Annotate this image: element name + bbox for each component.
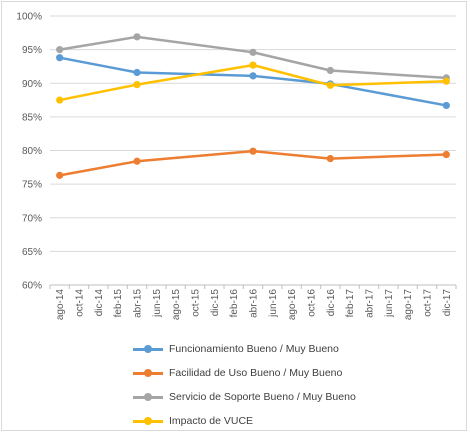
data-point <box>326 154 334 163</box>
legend-label: Facilidad de Uso Bueno / Muy Bueno <box>169 367 343 379</box>
x-tick-label: dic-16 <box>326 289 337 317</box>
legend-marker <box>133 368 163 378</box>
x-tick-label: abr-17 <box>365 289 376 318</box>
x-tick-label: feb-15 <box>113 289 124 318</box>
legend-marker <box>133 392 163 402</box>
x-tick-label: abr-15 <box>133 289 144 318</box>
data-point <box>56 171 64 179</box>
y-tick-label: 85% <box>22 112 42 123</box>
y-tick-label: 80% <box>22 146 42 157</box>
data-point <box>56 54 64 62</box>
x-tick-label: ago-16 <box>287 289 298 321</box>
x-tick-label: dic-15 <box>210 289 221 317</box>
y-tick-label: 65% <box>22 247 42 258</box>
data-point <box>56 96 64 104</box>
legend-item: Impacto de VUCE <box>133 409 356 433</box>
data-point <box>249 72 257 80</box>
x-tick-label: dic-17 <box>442 289 453 317</box>
x-tick-label: oct-15 <box>191 289 202 317</box>
x-tick-label: abr-16 <box>249 289 260 318</box>
x-tick-label: dic-14 <box>94 289 105 317</box>
line-chart: 60% 65% 70% 75% 80% 85% 90% 95% 100% ago-14 oct-14… <box>16 12 457 321</box>
legend-item: Facilidad de Uso Bueno / Muy Bueno <box>133 361 356 385</box>
data-point <box>442 77 450 85</box>
legend-marker <box>133 344 163 354</box>
legend-item: Funcionamiento Bueno / Muy Bueno <box>133 337 356 361</box>
data-point <box>133 68 141 77</box>
series-line <box>58 149 448 177</box>
x-tick-label: jun-15 <box>152 289 163 318</box>
chart-frame: 60% 65% 70% 75% 80% 85% 90% 95% 100% ago-14 oct-14… <box>1 1 467 431</box>
data-point <box>442 150 450 159</box>
chart-legend: Funcionamiento Bueno / Muy Bueno Facilida… <box>133 337 356 433</box>
x-tick-label: oct-14 <box>75 289 86 317</box>
data-point <box>442 101 450 110</box>
x-tick-label: jun-17 <box>384 289 395 318</box>
x-tick-label: jun-16 <box>268 289 279 318</box>
data-point <box>56 46 64 54</box>
x-tick-label: ago-17 <box>403 289 414 321</box>
y-tick-label: 60% <box>22 281 42 292</box>
y-tick-label: 100% <box>16 12 42 23</box>
series-line <box>58 35 448 80</box>
data-point <box>249 147 257 155</box>
x-tick-label: feb-16 <box>229 289 240 318</box>
data-point <box>133 157 141 165</box>
legend-item: Servicio de Soporte Bueno / Muy Bueno <box>133 385 356 409</box>
y-tick-label: 90% <box>22 79 42 90</box>
data-point <box>133 80 141 89</box>
x-tick-label: ago-15 <box>171 289 182 321</box>
y-tick-label: 95% <box>22 45 42 56</box>
data-point <box>249 48 257 56</box>
x-tick-label: feb-17 <box>345 289 356 318</box>
data-point <box>326 81 334 89</box>
x-tick-label: oct-16 <box>307 289 318 317</box>
y-tick-label: 75% <box>22 180 42 191</box>
legend-label: Servicio de Soporte Bueno / Muy Bueno <box>169 391 356 403</box>
data-point <box>249 61 257 69</box>
legend-label: Impacto de VUCE <box>169 415 254 427</box>
x-tick-label: ago-14 <box>55 289 66 321</box>
data-point <box>326 66 334 75</box>
legend-marker <box>133 416 163 426</box>
legend-label: Funcionamiento Bueno / Muy Bueno <box>169 343 339 355</box>
data-point <box>133 33 141 41</box>
x-tick-label: oct-17 <box>423 289 434 317</box>
y-tick-label: 70% <box>22 213 42 224</box>
